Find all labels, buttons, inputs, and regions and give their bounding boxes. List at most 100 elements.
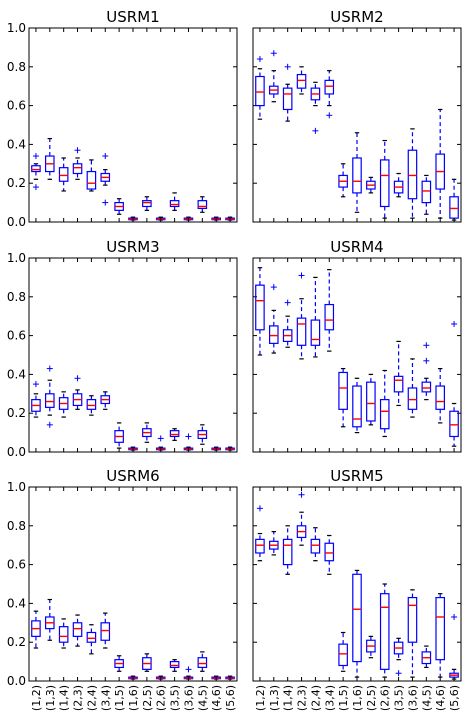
box-body bbox=[169, 200, 180, 208]
box-(1,6) bbox=[352, 28, 362, 222]
box-(1,2) bbox=[255, 28, 265, 222]
box-body bbox=[169, 430, 180, 438]
flier-point bbox=[298, 272, 305, 279]
box-(1,2) bbox=[31, 28, 41, 222]
box-body bbox=[255, 538, 265, 554]
box-body bbox=[58, 167, 69, 182]
box-body bbox=[324, 303, 335, 331]
x-tick-label: (1,3) bbox=[268, 685, 281, 711]
box-(2,6): (2,6) bbox=[155, 487, 168, 711]
y-tick-label: 0.4 bbox=[7, 596, 26, 610]
box-body bbox=[407, 596, 418, 643]
box-(1,2) bbox=[255, 258, 265, 452]
flier-point bbox=[32, 381, 39, 388]
y-tick-label: 0.0 bbox=[7, 215, 26, 229]
y-tick-label: 1.0 bbox=[7, 21, 26, 35]
box-(2,6) bbox=[155, 28, 166, 222]
axes-frame bbox=[28, 27, 238, 223]
box-(2,3): (2,3) bbox=[72, 487, 85, 711]
box-body bbox=[338, 371, 348, 410]
x-tick-label: (2,3) bbox=[72, 685, 85, 711]
box-body bbox=[324, 79, 335, 95]
box-(3,6): (3,6) bbox=[182, 487, 195, 711]
x-tick-label: (3,6) bbox=[406, 685, 419, 711]
axes-frame bbox=[28, 257, 238, 453]
box-(4,6) bbox=[211, 258, 221, 452]
box-body bbox=[72, 622, 83, 637]
box-(5,6) bbox=[225, 28, 235, 222]
y-tick-label: 0.8 bbox=[7, 290, 26, 304]
panel-usrm6: 0.00.20.40.60.81.0(1,2) (1,3) (1,4) (2,3) (2… bbox=[7, 467, 238, 711]
box-(2,5) bbox=[366, 28, 376, 222]
y-tick-label: 0.4 bbox=[7, 367, 26, 381]
box-(1,6): (1,6) bbox=[127, 487, 140, 711]
box-(3,6): (3,6) bbox=[406, 487, 419, 711]
box-(1,3) bbox=[44, 28, 55, 222]
y-tick-label: 0.0 bbox=[7, 445, 26, 459]
y-tick-label: 0.2 bbox=[7, 635, 26, 649]
box-(4,5): (4,5) bbox=[196, 487, 209, 711]
box-(2,3) bbox=[72, 28, 83, 222]
box-body bbox=[282, 538, 293, 566]
box-(2,3): (2,3) bbox=[296, 487, 309, 711]
box-(1,5) bbox=[114, 28, 124, 222]
box-body bbox=[449, 196, 459, 219]
x-tick-label: (1,6) bbox=[351, 685, 364, 711]
box-(3,5): (3,5) bbox=[169, 487, 182, 711]
x-tick-label: (2,3) bbox=[296, 685, 309, 711]
x-tick-label: (3,5) bbox=[169, 685, 182, 711]
box-(3,4) bbox=[324, 258, 335, 452]
y-tick-label: 0.0 bbox=[7, 674, 26, 688]
box-(2,3) bbox=[296, 258, 307, 452]
box-body bbox=[352, 385, 362, 428]
panel-title: USRM4 bbox=[330, 238, 383, 256]
box-body bbox=[197, 200, 208, 210]
box-body bbox=[86, 399, 97, 410]
y-tick-label: 0.2 bbox=[7, 406, 26, 420]
box-body bbox=[435, 385, 445, 410]
box-body bbox=[269, 325, 279, 344]
box-(1,5) bbox=[114, 258, 124, 452]
panel-usrm5: (1,2) (1,3) (1,4) (2,3) (2,4) (3,4) (1,5) (1,6)… bbox=[252, 467, 462, 711]
box-(1,2) bbox=[31, 258, 41, 452]
flier-point bbox=[32, 153, 39, 160]
box-(1,4) bbox=[282, 28, 293, 222]
box-(1,6) bbox=[128, 258, 138, 452]
box-(1,5): (1,5) bbox=[113, 487, 126, 711]
box-body bbox=[296, 73, 307, 89]
y-tick-label: 0.4 bbox=[7, 137, 26, 151]
flier-point bbox=[326, 112, 333, 119]
box-body bbox=[435, 596, 445, 661]
box-(4,6): (4,6) bbox=[210, 487, 223, 711]
box-(2,6) bbox=[379, 258, 390, 452]
flier-point bbox=[157, 435, 164, 442]
flier-point bbox=[451, 320, 458, 327]
axes-frame bbox=[28, 486, 238, 682]
flier-point bbox=[270, 50, 277, 57]
panel-usrm4: USRM4 bbox=[252, 238, 462, 453]
box-(2,5) bbox=[142, 258, 152, 452]
x-tick-label: (4,5) bbox=[196, 685, 209, 711]
flier-point bbox=[423, 342, 430, 349]
box-(2,4) bbox=[310, 28, 321, 222]
box-(2,6) bbox=[379, 28, 390, 222]
flier-point bbox=[102, 199, 109, 206]
box-(3,6) bbox=[183, 258, 194, 452]
box-(4,5) bbox=[197, 28, 208, 222]
box-(3,4) bbox=[100, 28, 111, 222]
box-(1,6) bbox=[128, 28, 138, 222]
box-(4,6) bbox=[211, 28, 221, 222]
flier-point bbox=[423, 357, 430, 364]
x-tick-label: (1,3) bbox=[44, 685, 57, 711]
y-tick-label: 1.0 bbox=[7, 251, 26, 265]
box-(5,6): (5,6) bbox=[448, 487, 461, 711]
panel-usrm2: USRM2 bbox=[252, 8, 462, 223]
box-(1,4) bbox=[58, 28, 69, 222]
box-body bbox=[352, 573, 362, 663]
box-body bbox=[169, 660, 180, 669]
box-(2,3) bbox=[296, 28, 307, 222]
y-tick-label: 0.2 bbox=[7, 176, 26, 190]
box-(1,5) bbox=[338, 258, 348, 452]
box-(2,5): (2,5) bbox=[365, 487, 378, 711]
